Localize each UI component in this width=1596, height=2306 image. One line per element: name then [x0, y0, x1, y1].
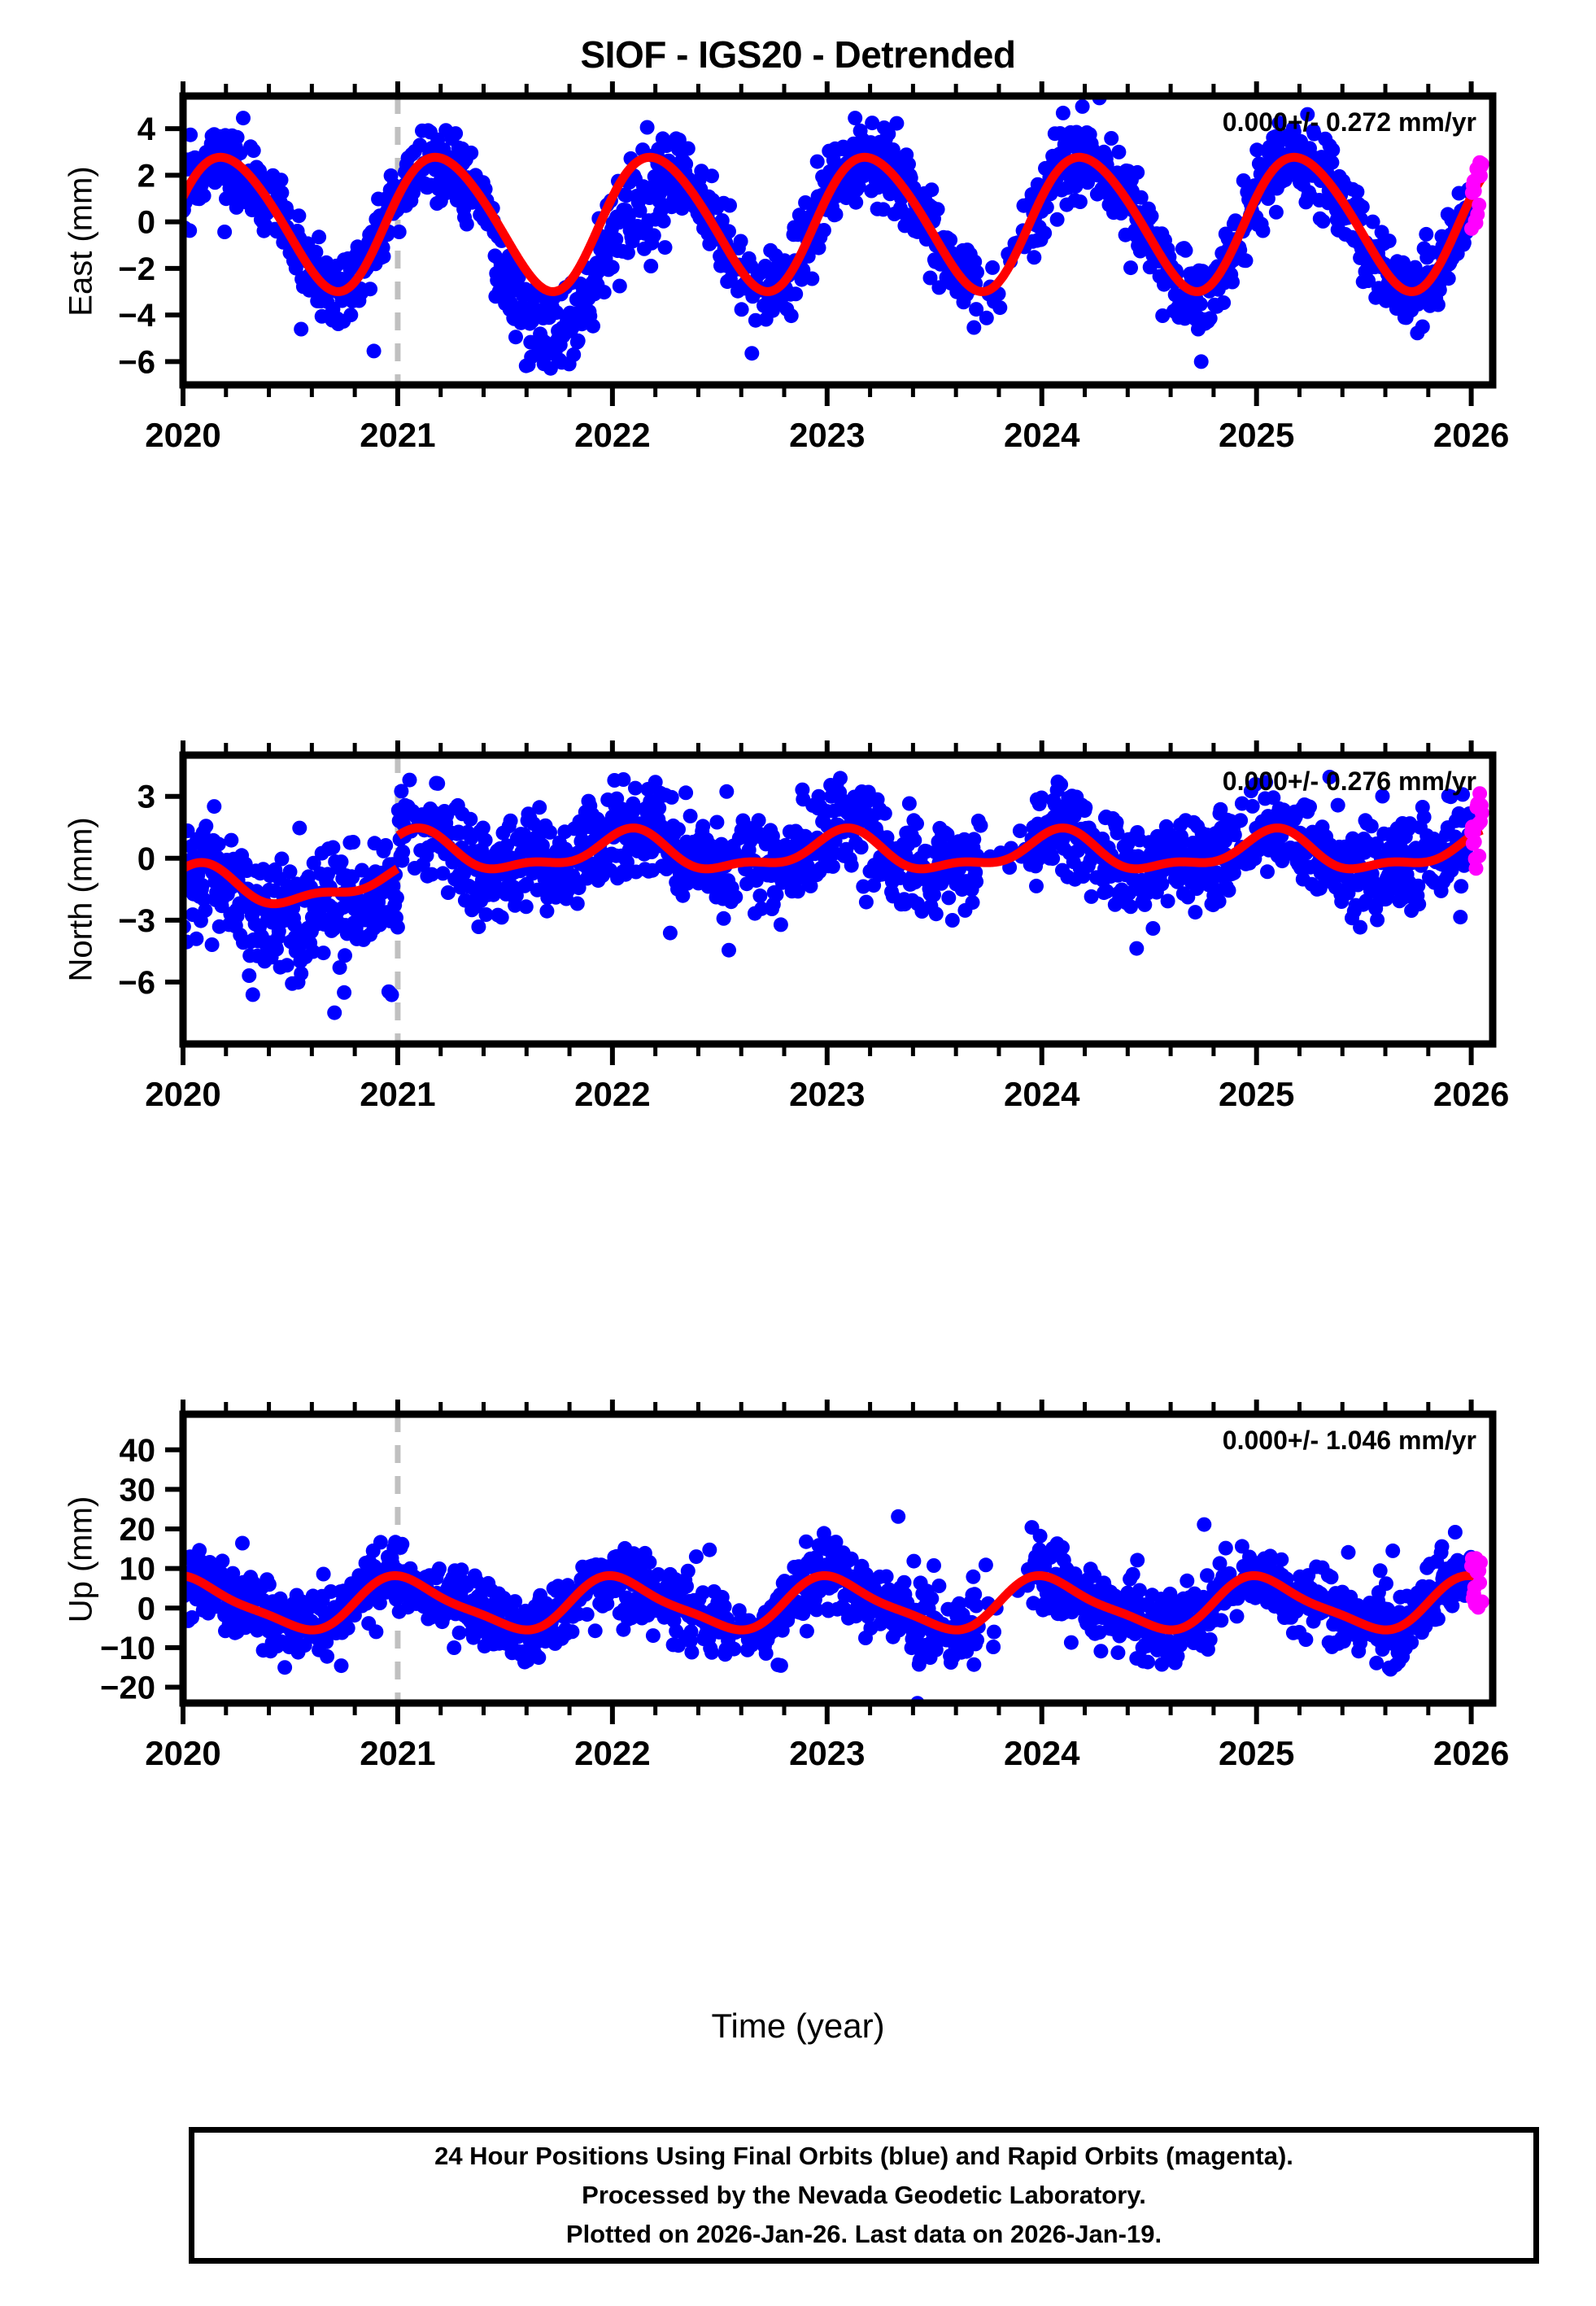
x-tick-label: 2021	[360, 1734, 435, 1772]
x-tick-label: 2025	[1219, 416, 1294, 454]
footer-line-dates: Plotted on 2026-Jan-26. Last data on 202…	[565, 2220, 1162, 2249]
x-tick-label: 2022	[574, 1075, 650, 1113]
x-tick-label: 2025	[1219, 1734, 1294, 1772]
x-tick-label: 2021	[360, 1075, 435, 1113]
data-layer-north	[183, 755, 1489, 1044]
footer-line-processor: Processed by the Nevada Geodetic Laborat…	[582, 2180, 1146, 2209]
x-tick-label: 2021	[360, 416, 435, 454]
rapid-orbit-points	[1464, 786, 1489, 876]
y-tick-label: 2	[137, 158, 155, 194]
panel-up: 40 30 20 10 0 −10 −20 2020 2021 2022 2023 2024 2025 2…	[0, 1400, 1596, 1786]
rapid-orbit-points	[1464, 1551, 1489, 1615]
x-tick-label: 2020	[145, 1075, 220, 1113]
x-tick-label: 2023	[789, 1075, 865, 1113]
y-tick-label: −4	[118, 298, 155, 334]
y-tick-label: 40	[120, 1433, 156, 1469]
x-tick-label: 2020	[145, 1734, 220, 1772]
y-tick-label: −6	[118, 344, 155, 380]
x-tick-label: 2024	[1004, 416, 1080, 454]
y-tick-label: −10	[100, 1631, 155, 1666]
x-tick-label: 2023	[789, 1734, 865, 1772]
plot-frame	[179, 1410, 1497, 1707]
x-tick-label: 2020	[145, 416, 220, 454]
x-tick-label: 2026	[1433, 416, 1509, 454]
axis-label-up: Up (mm)	[63, 1496, 99, 1622]
footer-caption-box: 24 Hour Positions Using Final Orbits (bl…	[189, 2127, 1539, 2264]
y-tick-label: 4	[137, 111, 156, 147]
plot-canvas-north: 3 0 −3 −6 2020 2021 2022 2023 2024 2025 2026	[118, 740, 1509, 1113]
final-orbit-points	[183, 770, 1479, 1020]
x-tick-label: 2024	[1004, 1075, 1080, 1113]
plot-canvas-east: 4 2 0 −2 −4 −6 2020 2021 2022 2023 2024 2025 2026	[118, 81, 1509, 454]
model-fit-curve	[183, 1570, 1486, 1635]
plot-frame	[179, 92, 1497, 389]
axis-label-east: East (mm)	[63, 165, 99, 317]
model-fit-curve	[183, 152, 1486, 296]
axis-label-time: Time (year)	[711, 2007, 885, 2045]
footer-line-orbits: 24 Hour Positions Using Final Orbits (bl…	[434, 2141, 1293, 2170]
y-tick-label: 20	[120, 1512, 156, 1548]
y-tick-label: −2	[118, 251, 155, 287]
y-tick-label: 30	[120, 1472, 156, 1508]
y-tick-label: 0	[137, 205, 155, 241]
rate-label-east: 0.000+/- 0.272 mm/yr	[1222, 107, 1476, 137]
x-tick-label: 2022	[574, 416, 650, 454]
panel-north: 3 0 −3 −6 2020 2021 2022 2023 2024 2025 2026	[0, 740, 1596, 1127]
final-orbit-points	[183, 1509, 1479, 1703]
plot-frame	[179, 751, 1497, 1048]
x-tick-label: 2025	[1219, 1075, 1294, 1113]
x-tick-label: 2022	[574, 1734, 650, 1772]
x-tick-label: 2024	[1004, 1734, 1080, 1772]
x-tick-label: 2023	[789, 416, 865, 454]
y-tick-label: −20	[100, 1671, 155, 1706]
y-tick-label: 0	[137, 1591, 155, 1627]
y-tick-label: 3	[137, 780, 155, 815]
y-tick-label: −3	[118, 903, 155, 939]
x-tick-label: 2026	[1433, 1075, 1509, 1113]
y-tick-label: −6	[118, 965, 155, 1001]
data-layer-east	[183, 96, 1489, 385]
rate-label-north: 0.000+/- 0.276 mm/yr	[1222, 766, 1476, 796]
panel-east: 4 2 0 −2 −4 −6 2020 2021 2022 2023 2024 2025 2026	[0, 81, 1596, 468]
y-tick-label: 0	[137, 841, 155, 877]
rapid-orbit-points	[1464, 155, 1489, 236]
x-tick-label: 2026	[1433, 1734, 1509, 1772]
rate-label-up: 0.000+/- 1.046 mm/yr	[1222, 1426, 1476, 1455]
model-fit-curve	[183, 823, 1486, 909]
y-tick-label: 10	[120, 1552, 156, 1588]
axis-label-north: North (mm)	[63, 816, 99, 981]
page-title: SIOF - IGS20 - Detrended	[580, 33, 1017, 76]
data-layer-up	[183, 1414, 1489, 1703]
